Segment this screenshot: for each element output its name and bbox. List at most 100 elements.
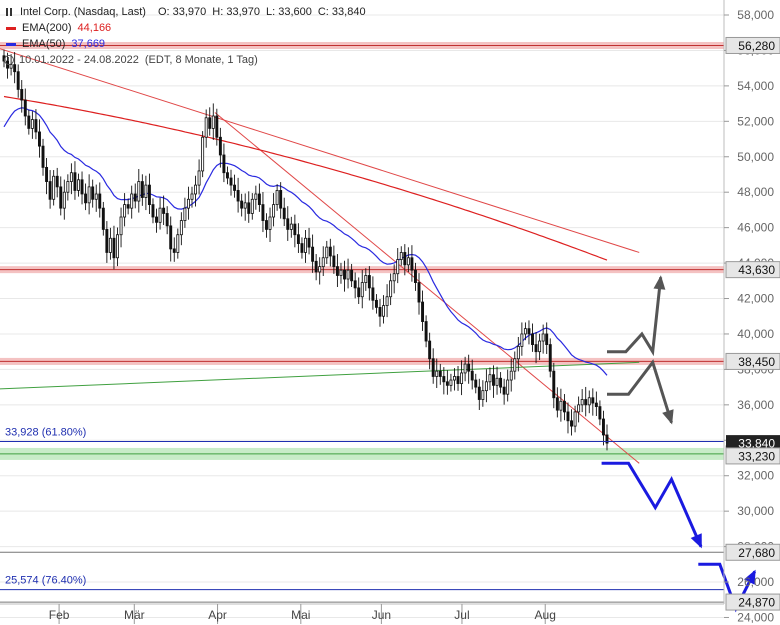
candle-body bbox=[126, 204, 130, 209]
candle-body bbox=[399, 252, 403, 260]
y-tick-label: 42,000 bbox=[737, 292, 774, 306]
last-price-box bbox=[726, 435, 780, 452]
candle-body bbox=[428, 340, 432, 360]
candle-body bbox=[194, 184, 198, 195]
candle-body bbox=[502, 386, 506, 395]
last-price-label: 33,840 bbox=[738, 437, 775, 451]
candle-body bbox=[304, 237, 307, 253]
candle-body bbox=[201, 136, 205, 172]
x-tick-label: Mär bbox=[124, 608, 145, 622]
x-axis: Feb Mär Apr Mai Jun Jul Aug bbox=[0, 603, 724, 624]
candle-body bbox=[453, 376, 456, 381]
candle-body bbox=[509, 370, 513, 381]
candle-body bbox=[204, 117, 208, 138]
y-axis: 24,00026,00028,00030,00032,00034,00036,0… bbox=[723, 0, 780, 624]
legend-low: L: 33,600 bbox=[265, 6, 312, 18]
y-tick-label: 54,000 bbox=[737, 79, 774, 93]
y-tick-label: 24,000 bbox=[737, 610, 774, 624]
candle-body bbox=[9, 64, 13, 69]
candle-body bbox=[417, 282, 421, 303]
candle-body bbox=[158, 207, 162, 223]
candle-body bbox=[69, 172, 73, 182]
candle-body bbox=[374, 299, 378, 308]
y-tick-label: 30,000 bbox=[737, 504, 774, 518]
candle-body bbox=[321, 257, 325, 268]
candle-body bbox=[605, 434, 609, 444]
candle-body bbox=[94, 193, 98, 200]
candle-body bbox=[247, 202, 251, 214]
candle-body bbox=[20, 89, 24, 101]
level-bands bbox=[0, 41, 724, 603]
candle-body bbox=[360, 282, 364, 298]
candle-body bbox=[424, 321, 428, 342]
candle-body bbox=[87, 186, 91, 204]
candle-body bbox=[226, 172, 229, 179]
x-tick-label: Jun bbox=[372, 608, 391, 622]
support-label-box bbox=[725, 447, 780, 465]
candle-body bbox=[91, 186, 95, 200]
candle-body bbox=[268, 216, 272, 230]
trendline bbox=[0, 361, 640, 390]
candle-body bbox=[59, 186, 63, 209]
scenario-arrow-head bbox=[690, 533, 702, 549]
candle-body bbox=[346, 269, 350, 280]
support-label: 33,230 bbox=[738, 449, 775, 463]
candle-body bbox=[318, 266, 322, 273]
candle-body bbox=[55, 175, 59, 188]
candle-body bbox=[13, 64, 17, 73]
candle-body bbox=[357, 287, 361, 298]
legend-high: H: 33,970 bbox=[212, 6, 260, 18]
scenario-arrow-head bbox=[744, 569, 756, 585]
candle-body bbox=[286, 218, 290, 230]
y-tick-label: 52,000 bbox=[737, 114, 774, 128]
y-tick-label: 40,000 bbox=[737, 327, 774, 341]
trendline bbox=[214, 112, 640, 464]
legend-close: C: 33,840 bbox=[317, 6, 366, 18]
candle-body bbox=[523, 328, 527, 335]
candle-body bbox=[130, 193, 134, 209]
ema200-line bbox=[3, 95, 608, 261]
candle-body bbox=[183, 207, 187, 221]
level-label-box bbox=[725, 593, 780, 611]
level-label-box bbox=[725, 352, 780, 370]
scenario-arrow-path bbox=[607, 277, 663, 357]
candle-body bbox=[208, 117, 212, 129]
candle-body bbox=[371, 287, 375, 301]
candle-body bbox=[162, 207, 166, 214]
candle-body bbox=[215, 115, 219, 138]
y-tick-label: 46,000 bbox=[737, 221, 774, 235]
candle-body bbox=[555, 397, 559, 411]
ema50-swatch bbox=[6, 42, 16, 46]
candle-body bbox=[445, 381, 449, 386]
y-tick-label: 32,000 bbox=[737, 469, 774, 483]
x-tick-label: Feb bbox=[49, 608, 70, 622]
candle-body bbox=[116, 234, 119, 259]
clock-icon bbox=[4, 55, 14, 65]
candle-body bbox=[300, 243, 304, 253]
candle-body bbox=[552, 370, 556, 399]
candle-body bbox=[332, 255, 336, 268]
candle-body bbox=[296, 234, 300, 244]
candle-body bbox=[421, 301, 425, 322]
candle-body bbox=[233, 184, 237, 191]
candle-body bbox=[52, 175, 56, 200]
legend-title-row: Intel Corp. (Nasdaq, Last) O: 33,970 H: … bbox=[4, 4, 372, 20]
scenario-arrows bbox=[601, 275, 757, 613]
legend-period-row: 10.01.2022 - 24.08.2022 (EDT, 8 Monate, … bbox=[4, 52, 372, 68]
candle-body bbox=[41, 145, 45, 168]
candle-body bbox=[548, 344, 552, 372]
candle-body bbox=[257, 193, 261, 206]
candle-body bbox=[151, 204, 155, 218]
bar-chart-icon bbox=[4, 7, 14, 17]
candle-body bbox=[218, 136, 222, 156]
y-tick-label: 26,000 bbox=[737, 575, 774, 589]
candle-body bbox=[431, 358, 435, 377]
scenario-arrow-path bbox=[607, 359, 673, 424]
candle-body bbox=[573, 411, 577, 427]
candle-body bbox=[520, 333, 524, 347]
candle-body bbox=[84, 193, 88, 204]
candle-body bbox=[339, 269, 343, 276]
candle-body bbox=[325, 246, 329, 259]
scenario-arrow-path bbox=[601, 461, 703, 548]
candle-body bbox=[222, 154, 226, 174]
